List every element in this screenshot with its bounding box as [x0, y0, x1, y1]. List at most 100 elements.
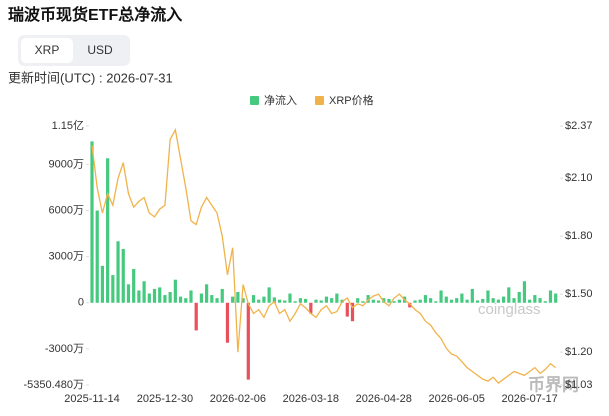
bar: [168, 292, 172, 303]
bar: [356, 298, 360, 303]
bar: [324, 296, 329, 303]
bar: [382, 298, 386, 303]
bar: [538, 298, 542, 303]
bar: [475, 300, 480, 303]
bar: [137, 290, 141, 303]
y-tick-label: -5350.480万: [23, 379, 84, 391]
bar: [304, 298, 308, 303]
bar: [205, 284, 209, 303]
tab-active[interactable]: [21, 38, 73, 63]
y-tick-label: 3000万: [49, 251, 84, 263]
y2-tick-label: $2.10: [565, 172, 593, 184]
bar: [100, 265, 105, 303]
legend-swatch: [315, 96, 324, 105]
bar: [288, 293, 292, 303]
bar: [283, 300, 287, 303]
bar: [548, 290, 553, 303]
bar: [387, 298, 391, 303]
bar: [293, 301, 297, 303]
y2-tick-label: $1.80: [565, 230, 593, 242]
bar: [366, 295, 370, 303]
x-tick-label: 2025-12-30: [137, 393, 193, 405]
bar: [465, 299, 469, 303]
bar: [444, 296, 448, 303]
bar: [189, 290, 193, 303]
bar: [507, 287, 511, 303]
tab[interactable]: XRP: [35, 43, 60, 57]
bar: [121, 248, 125, 303]
bar: [210, 295, 214, 303]
x-tick-label: 2026-07-17: [501, 393, 557, 405]
bar: [231, 296, 235, 303]
bar: [481, 298, 485, 303]
bar: [371, 299, 375, 303]
x-tick-label: 2026-04-28: [356, 393, 412, 405]
y-tick-label: 9000万: [49, 158, 84, 170]
bar: [491, 298, 495, 303]
y-tick-label: 0: [78, 297, 84, 309]
bar: [163, 295, 167, 303]
y-tick-label: 1.15亿: [52, 119, 84, 132]
bar: [225, 302, 230, 343]
bar: [194, 302, 198, 331]
bar: [246, 302, 250, 380]
bar: [455, 298, 459, 303]
bar: [215, 298, 219, 303]
x-tick-label: 2026-03-18: [283, 393, 339, 405]
bar: [512, 298, 516, 303]
watermark: coinglass: [478, 301, 541, 318]
watermark: 币界网: [528, 375, 579, 394]
y2-tick-label: $2.37: [565, 120, 593, 132]
bar: [267, 287, 271, 303]
bar: [241, 298, 245, 303]
bar: [496, 299, 500, 303]
bar: [335, 293, 339, 303]
bar: [397, 299, 401, 303]
bar: [460, 293, 464, 303]
bar: [408, 302, 412, 308]
tab[interactable]: USD: [87, 43, 113, 57]
bar: [95, 210, 99, 303]
bar: [501, 296, 506, 303]
bar: [257, 299, 261, 303]
bar: [262, 296, 266, 303]
bar: [449, 299, 454, 303]
price-line: [91, 127, 557, 384]
bar: [111, 275, 115, 303]
bar: [220, 288, 224, 303]
legend-label: XRP价格: [329, 93, 374, 107]
bar: [309, 302, 313, 314]
bar: [90, 141, 94, 303]
bar: [251, 295, 256, 303]
bar: [298, 298, 302, 303]
bar: [423, 295, 428, 303]
bar: [554, 293, 558, 303]
bar: [517, 292, 521, 303]
bar: [199, 293, 204, 303]
bar: [486, 290, 490, 303]
legend-label: 净流入: [264, 93, 297, 107]
x-tick-label: 2026-02-06: [210, 393, 266, 405]
bar: [418, 299, 422, 303]
bar: [350, 302, 355, 322]
bar: [106, 158, 110, 303]
bar: [173, 279, 177, 303]
x-tick-label: 2026-06-05: [429, 393, 485, 405]
bar: [533, 295, 537, 303]
page-title: 瑞波币现货ETF总净流入: [8, 5, 182, 24]
bar: [330, 298, 334, 303]
y2-tick-label: $1.20: [565, 346, 593, 358]
bar: [277, 299, 282, 303]
bar: [152, 288, 157, 303]
bar: [178, 296, 183, 303]
bar: [147, 293, 151, 303]
bar: [345, 302, 349, 317]
bar: [236, 292, 240, 303]
y-tick-label: 6000万: [49, 204, 84, 216]
bar: [543, 301, 547, 303]
bar: [376, 300, 381, 303]
bar: [439, 290, 443, 303]
bar: [158, 287, 162, 303]
